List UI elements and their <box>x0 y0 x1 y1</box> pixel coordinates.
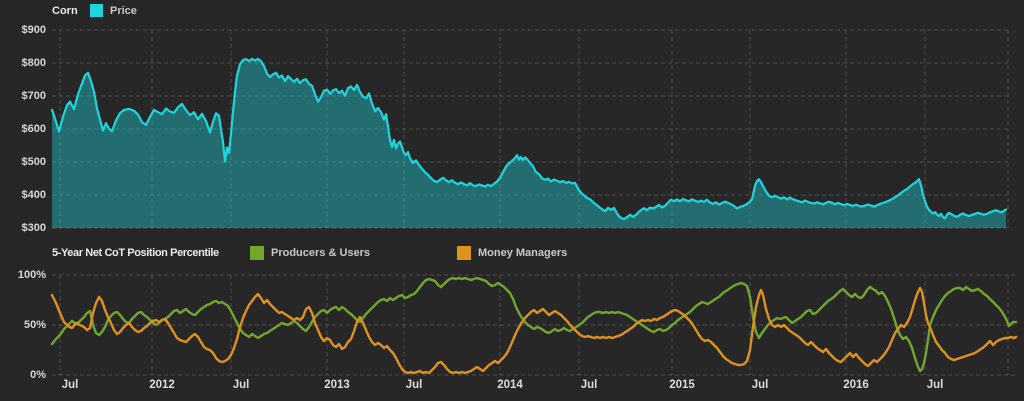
price-chart-title: Corn <box>52 5 78 17</box>
legend-item-producers-users[interactable]: Producers & Users <box>250 246 370 260</box>
managers-swatch-icon <box>457 246 471 260</box>
price-legend-label: Price <box>110 4 137 17</box>
price-swatch-icon <box>90 4 103 17</box>
managers-legend-label: Money Managers <box>478 247 568 259</box>
producers-legend-label: Producers & Users <box>271 247 371 259</box>
legend-item-price[interactable]: Price <box>90 4 137 17</box>
legend-item-money-managers[interactable]: Money Managers <box>457 246 567 260</box>
producers-swatch-icon <box>250 246 264 260</box>
cot-chart-title: 5-Year Net CoT Position Percentile <box>52 247 219 259</box>
